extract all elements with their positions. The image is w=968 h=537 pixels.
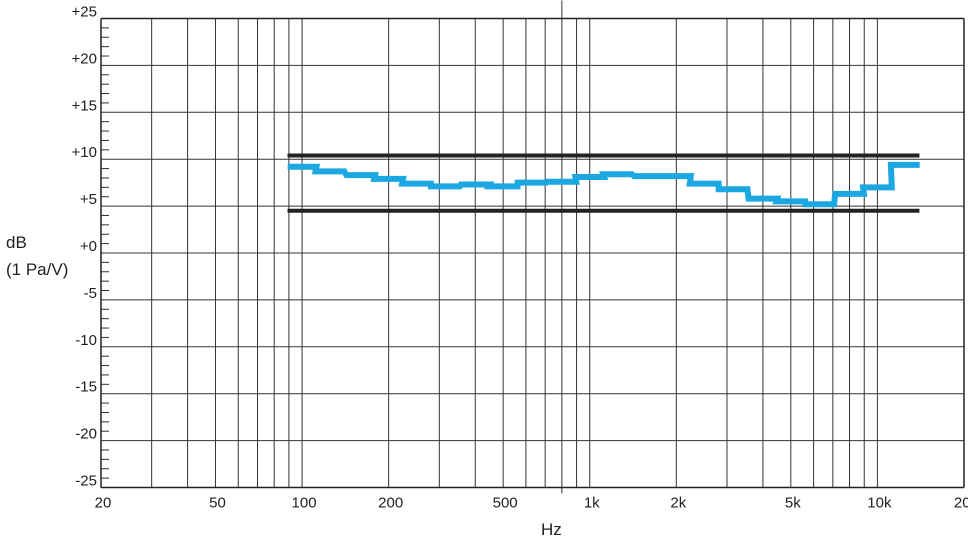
y-tick-label: -25: [75, 473, 97, 490]
x-tick-label: 50: [209, 495, 226, 512]
tick-labels: +25 +20 +15 +10 +5 +0 -5 -10 -15 -20 -25 20 50 100 200…: [72, 4, 968, 512]
y-tick-label: -10: [75, 332, 97, 349]
x-tick-label: 1k: [584, 495, 600, 512]
x-tick-label: 20: [95, 495, 112, 512]
x-tick-label: 500: [493, 495, 518, 512]
x-tick-label: 100: [292, 495, 317, 512]
grid: [101, 0, 964, 494]
y-axis-title: dB: [6, 233, 27, 252]
y-tick-label: -20: [75, 426, 97, 443]
series-layer: [287, 161, 920, 208]
y-tick-label: -15: [75, 379, 97, 396]
y-tick-label: -5: [84, 285, 97, 302]
x-tick-label: 200: [378, 495, 403, 512]
y-tick-label: +15: [72, 97, 97, 114]
y-axis-subtitle: (1 Pa/V): [6, 260, 68, 279]
y-tick-label: +25: [72, 4, 97, 21]
x-axis-title: Hz: [541, 520, 562, 537]
x-tick-label: 5k: [785, 495, 801, 512]
response-curve: [287, 161, 920, 208]
x-tick-label: 10k: [867, 495, 892, 512]
y-tick-label: +20: [72, 50, 97, 67]
x-tick-label: 2k: [670, 495, 686, 512]
y-tick-label: +5: [80, 191, 97, 208]
y-tick-label: +10: [72, 144, 97, 161]
x-tick-label: 20k: [954, 495, 968, 512]
tolerance-band: [287, 153, 920, 213]
y-tick-label: +0: [80, 238, 97, 255]
plot-frame: [100, 17, 965, 489]
